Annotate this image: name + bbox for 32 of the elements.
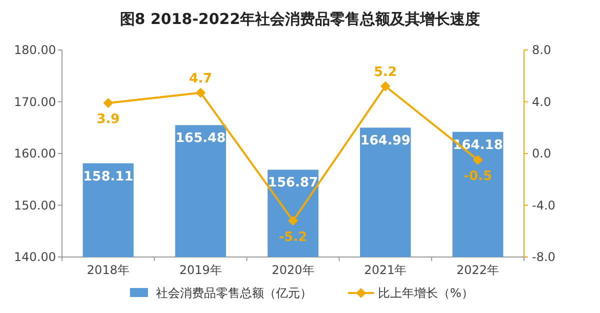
point: [380, 81, 390, 92]
x-tick-label: 2021年: [364, 263, 407, 277]
y-tick-label: 170.00: [14, 94, 56, 109]
data-label: 3.9: [96, 112, 120, 128]
y2-tick-label: -8.0: [532, 250, 556, 264]
data-label: 4.7: [189, 72, 212, 87]
data-label: -5.2: [278, 230, 308, 245]
y2-tick-label: 4.0: [532, 94, 552, 109]
y-tick-label: 160.00: [14, 146, 56, 160]
point: [472, 154, 483, 165]
y-tick-label: 180.00: [14, 43, 56, 57]
y2-tick-label: 8.0: [532, 43, 552, 57]
data-label: 165.48: [176, 131, 226, 146]
x-tick-label: 2022年: [456, 263, 500, 277]
y2-tick-label: -4.0: [532, 198, 556, 212]
data-label: 158.11: [83, 169, 134, 184]
legend-label: 社会消费品零售总额（亿元）: [156, 286, 312, 300]
data-label: 5.2: [374, 65, 397, 80]
point: [196, 88, 206, 98]
chart-title: 图8 2018-2022年社会消费品零售总额及其增长速度: [120, 10, 480, 28]
point: [288, 216, 298, 226]
legend-label: 比上年增长（%）: [378, 286, 474, 300]
y2-tick-label: 0.0: [532, 146, 552, 160]
data-label: 164.99: [360, 134, 410, 149]
point: [103, 98, 114, 108]
y-tick-label: 140.00: [14, 250, 56, 264]
x-tick-label: 2020年: [272, 263, 314, 277]
data-label: 156.87: [268, 176, 318, 191]
x-tick-label: 2019年: [179, 263, 222, 277]
x-tick-label: 2018年: [86, 263, 130, 277]
data-label: -0.5: [464, 168, 492, 184]
y-tick-label: 150.00: [14, 198, 56, 212]
